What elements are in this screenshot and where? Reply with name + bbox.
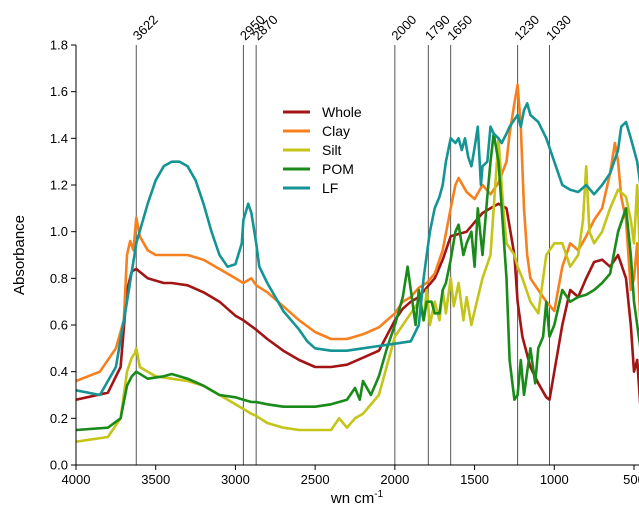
x-tick-label: 2000 xyxy=(380,472,409,487)
y-tick-label: 0.6 xyxy=(50,318,68,333)
x-axis-title: wn cm-1 xyxy=(330,489,384,507)
x-tick-label: 3000 xyxy=(221,472,250,487)
annotation-label: 1650 xyxy=(444,12,475,43)
series-line-whole xyxy=(76,202,639,406)
x-tick-label: 4000 xyxy=(62,472,91,487)
legend: Whole Clay Silt POM LF xyxy=(283,104,362,196)
series-line-clay xyxy=(76,83,639,383)
x-tick-label: 1500 xyxy=(460,472,489,487)
y-axis-title: Absorbance xyxy=(11,215,28,295)
x-axis-title-main: wn cm xyxy=(330,490,374,507)
y-tick-label: 0.8 xyxy=(50,271,68,286)
legend-label: Clay xyxy=(322,123,350,139)
legend-label: LF xyxy=(322,180,338,196)
x-tick-label: 2500 xyxy=(301,472,330,487)
annotation-label: 1030 xyxy=(543,12,574,43)
y-tick-label: 1.2 xyxy=(50,178,68,193)
axes xyxy=(75,45,639,466)
x-ticks: 4000 3500 3000 2500 2000 1500 1000 500 xyxy=(62,465,639,487)
legend-label: POM xyxy=(322,161,354,177)
x-tick-label: 500 xyxy=(623,472,639,487)
x-axis-title-superscript: -1 xyxy=(374,489,383,500)
series-lines xyxy=(76,83,639,444)
annotation-label: 3622 xyxy=(130,12,161,43)
y-tick-label: 0.0 xyxy=(50,458,68,473)
y-tick-label: 0.2 xyxy=(50,411,68,426)
annotation-label: 1230 xyxy=(511,12,542,43)
series-line-pom xyxy=(76,132,639,432)
x-tick-label: 3500 xyxy=(141,472,170,487)
legend-label: Whole xyxy=(322,104,362,120)
annotation-label: 2000 xyxy=(388,12,419,43)
y-tick-label: 1.0 xyxy=(50,224,68,239)
x-tick-label: 1000 xyxy=(540,472,569,487)
legend-label: Silt xyxy=(322,142,342,158)
y-tick-label: 1.6 xyxy=(50,84,68,99)
y-tick-label: 1.4 xyxy=(50,131,68,146)
series-line-lf xyxy=(76,102,639,397)
y-ticks: 0.0 0.2 0.4 0.6 0.8 1.0 1.2 1.4 1.6 1.8 xyxy=(50,38,76,473)
y-tick-label: 0.4 xyxy=(50,364,68,379)
y-tick-label: 1.8 xyxy=(50,38,68,53)
